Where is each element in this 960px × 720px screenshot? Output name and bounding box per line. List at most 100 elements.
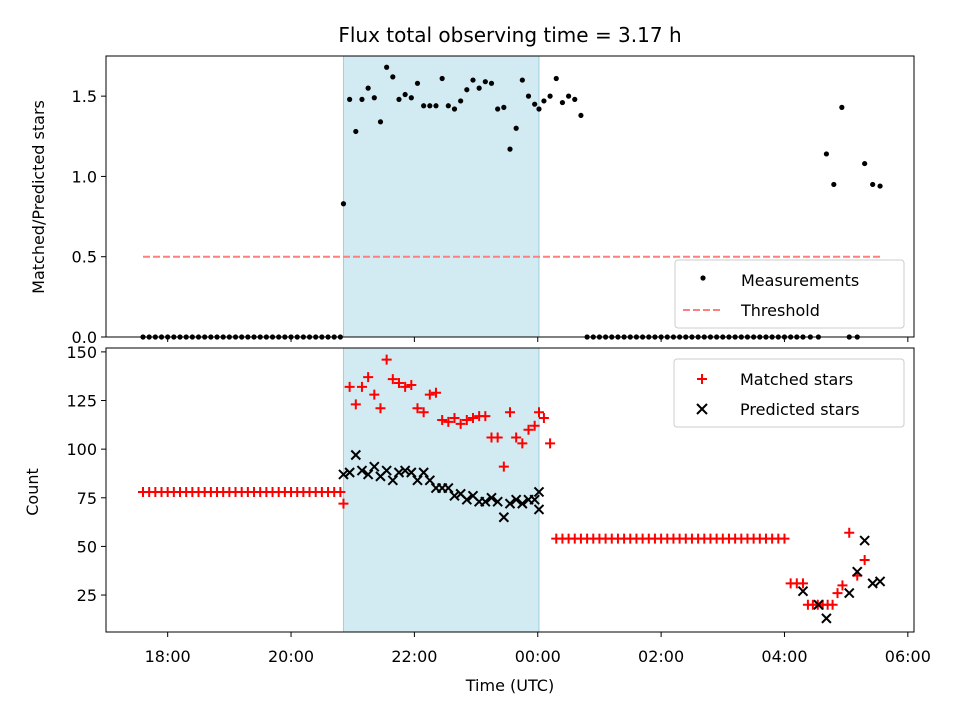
- legend-dot-icon: [700, 275, 706, 281]
- predicted-stars-point: [362, 469, 374, 480]
- predicted-stars-point: [338, 469, 349, 480]
- predicted-stars-point: [356, 465, 368, 476]
- matched-stars-point: [335, 486, 346, 497]
- predicted-stars-point: [393, 467, 405, 478]
- matched-stars-point: [797, 578, 808, 589]
- predicted-stars-point: [517, 498, 528, 509]
- matched-stars-point: [467, 413, 478, 424]
- measurement-point: [421, 103, 427, 109]
- measurement-point: [553, 75, 559, 82]
- matched-stars-point: [832, 588, 843, 599]
- predicted-stars-point: [449, 490, 460, 502]
- x-axis-label: Time (UTC): [465, 676, 554, 695]
- observing-window-shade-top: [342, 55, 540, 338]
- legend-plus-icon: [697, 374, 707, 384]
- y-tick-label: 0.0: [72, 328, 97, 347]
- measurement-point: [464, 87, 470, 93]
- measurement-point: [470, 77, 476, 83]
- measurement-point: [482, 79, 488, 85]
- predicted-stars-point: [498, 512, 510, 523]
- measurement-point: [519, 77, 525, 83]
- measurement-point: [377, 119, 384, 125]
- legend-x-icon: [696, 403, 708, 415]
- y-tick-label: 100: [66, 440, 97, 459]
- x-tick-label: 04:00: [761, 647, 807, 666]
- measurement-point: [359, 96, 365, 102]
- predicted-stars-point: [529, 494, 540, 505]
- predicted-stars-point: [533, 504, 545, 515]
- top-y-axis: 0.0 0.5 1.0 1.5: [72, 87, 106, 347]
- predicted-stars-point: [821, 613, 832, 624]
- measurement-point: [547, 93, 553, 99]
- matched-stars-point: [455, 418, 466, 429]
- measurement-point: [384, 64, 390, 70]
- x-tick-label: 00:00: [515, 647, 561, 666]
- predicted-stars-point: [350, 449, 362, 461]
- matched-stars-point: [387, 374, 398, 385]
- y-tick-label: 1.5: [72, 87, 97, 106]
- matched-stars-point: [400, 381, 411, 392]
- y-tick-label: 125: [66, 392, 97, 411]
- measurement-point: [541, 98, 547, 104]
- measurement-point: [870, 181, 876, 188]
- legend-label: Matched stars: [740, 370, 853, 389]
- matched-stars-point: [492, 432, 503, 443]
- measurement-point: [427, 103, 433, 109]
- measurement-point: [396, 96, 402, 102]
- predicted-stars-point: [461, 494, 473, 505]
- legend-label: Measurements: [741, 271, 859, 290]
- measurement-point: [451, 106, 458, 112]
- measurement-point: [488, 80, 495, 86]
- chart-title: Flux total observing time = 3.17 h: [338, 23, 681, 47]
- predicted-stars-point: [874, 576, 886, 587]
- measurement-point: [572, 96, 578, 102]
- predicted-stars-point: [486, 492, 497, 503]
- matched-stars-point: [533, 407, 544, 418]
- predicted-stars-point: [369, 461, 380, 472]
- measurement-point: [495, 106, 501, 112]
- x-tick-label: 02:00: [638, 647, 684, 666]
- matched-stars-point: [344, 381, 355, 392]
- top-axes-frame: [105, 55, 915, 338]
- predicted-stars-point: [844, 587, 855, 599]
- x-tick-label: 06:00: [885, 647, 931, 666]
- predicted-stars-point: [797, 585, 809, 597]
- bottom-y-axis: 25 50 75 100 125 150: [66, 343, 106, 605]
- measurement-point: [445, 103, 451, 109]
- matched-stars-point: [461, 414, 472, 425]
- x-tick-label: 20:00: [268, 647, 314, 666]
- predicted-stars-point: [418, 467, 429, 478]
- measurement-point: [340, 201, 347, 207]
- matched-stars-point: [779, 533, 790, 544]
- y-tick-label: 0.5: [72, 248, 97, 267]
- measurement-point: [532, 101, 538, 107]
- measurement-point: [433, 103, 439, 109]
- matched-stars-point: [545, 438, 556, 449]
- measurement-point: [353, 128, 359, 135]
- bottom-axes-frame: [105, 347, 915, 633]
- predicted-stars-point: [859, 535, 870, 546]
- predicted-stars-point: [381, 465, 392, 476]
- predicted-stars-point: [424, 475, 436, 486]
- measurement-point: [458, 98, 464, 104]
- matched-stars-point: [443, 416, 454, 427]
- matched-stars-point: [418, 407, 429, 418]
- measurement-point: [831, 181, 837, 188]
- top-x-ticks: [167, 337, 909, 342]
- matched-stars-point: [369, 389, 380, 400]
- x-axis: 18:00 20:00 22:00 00:00 02:00 04:00 06:00: [145, 632, 931, 666]
- measurement-point: [408, 95, 414, 101]
- matched-stars-point: [406, 379, 417, 390]
- matched-stars-point: [844, 527, 855, 538]
- measurement-point: [877, 183, 883, 189]
- x-tick-label: 18:00: [145, 647, 191, 666]
- matched-stars-point: [480, 411, 491, 422]
- top-legend: Measurements Threshold: [674, 259, 905, 329]
- measurement-point: [507, 146, 513, 152]
- measurement-point: [414, 80, 421, 86]
- predicted-stars-point: [813, 599, 824, 610]
- predicted-stars-point: [510, 494, 522, 505]
- predicted-stars-point: [480, 496, 491, 507]
- predicted-stars-point: [852, 566, 863, 577]
